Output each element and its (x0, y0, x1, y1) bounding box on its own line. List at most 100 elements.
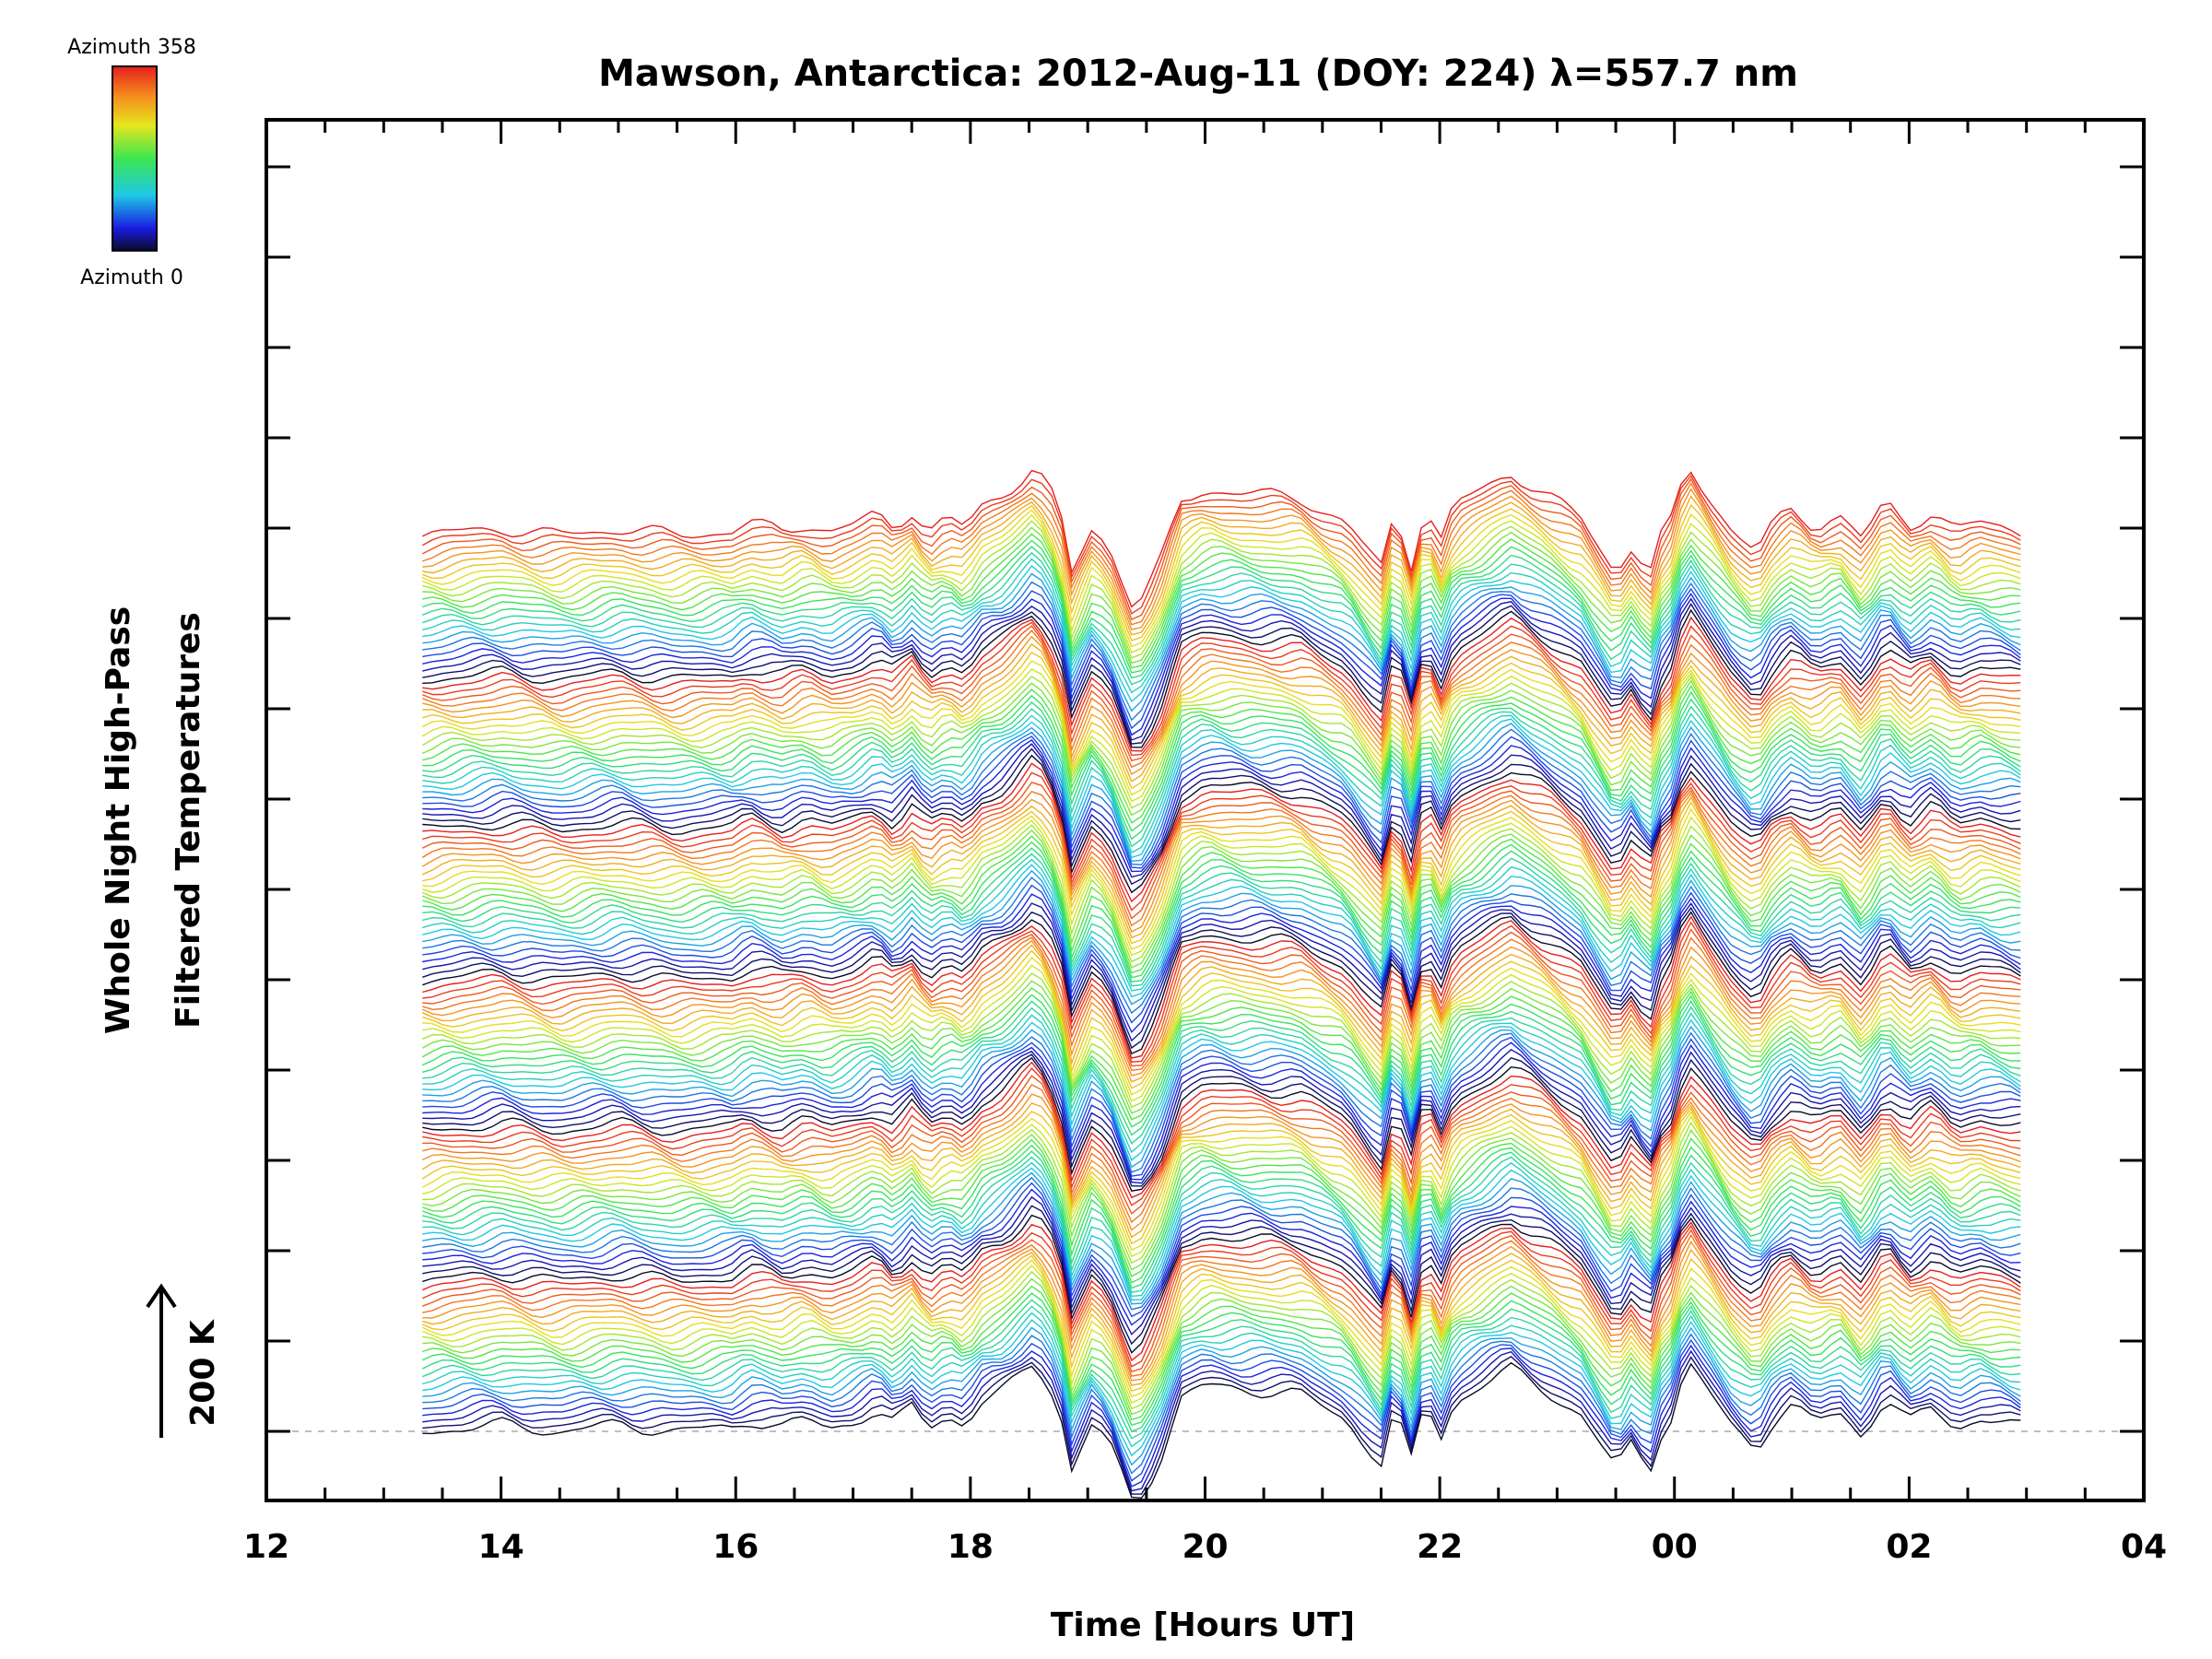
trace-azimuth-109 (422, 864, 2021, 998)
trace-azimuth-249 (421, 1111, 2021, 1252)
trace-azimuth-280 (422, 795, 2021, 939)
trace-azimuth-265 (422, 949, 2021, 1089)
trace-azimuth-249 (422, 807, 2021, 950)
trace-azimuth-78 (422, 728, 2021, 865)
trace-azimuth-93 (422, 572, 2021, 712)
trace-azimuth-156 (422, 1150, 2021, 1289)
x-tick-label: 14 (478, 1528, 524, 1566)
trace-azimuth-109 (422, 1319, 2021, 1457)
x-tick-label: 00 (1652, 1528, 1698, 1566)
trace-azimuth-109 (422, 718, 2021, 859)
trace-azimuth-218 (421, 676, 2021, 809)
trace-azimuth-342 (422, 621, 2021, 757)
trace-azimuth-311 (422, 629, 2021, 769)
trace-azimuth-109 (422, 565, 2021, 703)
trace-azimuth-78 (422, 581, 2021, 722)
scale-bar: 200 K (146, 1283, 222, 1438)
trace-azimuth-140 (422, 705, 2021, 848)
trace-azimuth-233 (422, 816, 2021, 957)
x-axis-title: Time [Hours UT] (1051, 1606, 1355, 1644)
trace-azimuth-62 (422, 1338, 2021, 1482)
trace-azimuth-47 (422, 1344, 2021, 1488)
trace-azimuth-233 (422, 1115, 2021, 1258)
trace-azimuth-358 (422, 1061, 2021, 1199)
trace-azimuth-358 (422, 762, 2021, 903)
trace-azimuth-31 (422, 902, 2021, 1042)
trace-azimuth-187 (421, 987, 2021, 1121)
colorbar-top-label: Azimuth 358 (67, 36, 196, 59)
trace-azimuth-125 (422, 1312, 2021, 1448)
scale-bar-label: 200 K (184, 1319, 222, 1427)
trace-azimuth-156 (422, 999, 2021, 1136)
trace-azimuth-16 (422, 603, 2021, 745)
trace-azimuth-140 (422, 1006, 2021, 1145)
x-tick-label: 02 (1886, 1528, 1932, 1566)
trace-azimuth-93 (422, 869, 2021, 1006)
trace-azimuth-265 (422, 503, 2021, 641)
trace-azimuth-31 (422, 1195, 2021, 1335)
trace-azimuth-93 (422, 1171, 2021, 1305)
trace-azimuth-0 (422, 1056, 2021, 1192)
trace-azimuth-171 (422, 994, 2021, 1128)
trace-azimuth-62 (422, 884, 2021, 1024)
trace-azimuth-0 (422, 911, 2021, 1055)
trace-azimuth-16 (422, 747, 2021, 886)
trace-azimuth-233 (422, 513, 2021, 653)
trace-azimuth-327 (422, 928, 2021, 1067)
trace-azimuth-109 (422, 1018, 2021, 1161)
trace-azimuth-187 (422, 1285, 2021, 1421)
trace-azimuth-0 (422, 754, 2021, 894)
trace-azimuth-140 (422, 853, 2021, 987)
trace-azimuth-16 (422, 1356, 2021, 1495)
trace-azimuth-156 (422, 546, 2021, 679)
colorbar-bottom-label: Azimuth 0 (80, 266, 183, 289)
trace-azimuth-296 (421, 792, 2021, 933)
x-tick-label: 22 (1417, 1528, 1463, 1566)
trace-azimuth-249 (422, 957, 2021, 1096)
colorbar-swatch (112, 65, 158, 252)
trace-azimuth-280 (422, 495, 2021, 636)
trace-azimuth-47 (422, 1041, 2021, 1181)
trace-azimuth-202 (422, 1277, 2021, 1416)
trace-azimuth-249 (421, 660, 2021, 796)
trace-azimuth-171 (422, 1292, 2021, 1427)
trace-azimuth-31 (422, 1048, 2021, 1184)
scale-arrow-head (146, 1283, 177, 1309)
x-tick-label: 04 (2121, 1528, 2167, 1566)
trace-azimuth-218 (422, 520, 2021, 659)
trace-azimuth-187 (422, 1137, 2021, 1277)
x-tick-label: 18 (947, 1528, 994, 1566)
trace-azimuth-327 (422, 625, 2021, 762)
trace-azimuth-342 (422, 1224, 2021, 1368)
trace-azimuth-218 (422, 824, 2021, 963)
trace-azimuth-140 (422, 551, 2021, 686)
trace-azimuth-311 (422, 481, 2021, 626)
trace-azimuth-218 (422, 1121, 2021, 1265)
trace-azimuth-16 (422, 906, 2021, 1050)
trace-azimuth-47 (422, 1188, 2021, 1326)
trace-azimuth-140 (422, 1156, 2021, 1294)
trace-azimuth-311 (421, 789, 2021, 927)
trace-azimuth-327 (422, 1075, 2021, 1215)
trace-azimuth-78 (422, 1333, 2021, 1475)
trace-azimuth-311 (422, 1233, 2021, 1377)
trace-azimuth-31 (422, 597, 2021, 741)
trace-azimuth-265 (422, 1254, 2021, 1392)
trace-azimuth-93 (422, 1025, 2021, 1169)
trace-azimuth-125 (422, 1012, 2021, 1154)
trace-azimuth-62 (422, 587, 2021, 730)
trace-azimuth-47 (422, 893, 2021, 1034)
trace-azimuth-78 (422, 1031, 2021, 1173)
trace-azimuth-265 (421, 1107, 2021, 1245)
trace-azimuth-156 (421, 1299, 2021, 1432)
trace-azimuth-296 (422, 1093, 2021, 1231)
trace-azimuth-249 (422, 509, 2021, 648)
trace-azimuth-342 (422, 771, 2021, 912)
trace-azimuth-78 (422, 1176, 2021, 1311)
trace-azimuth-296 (422, 1240, 2021, 1382)
trace-azimuth-31 (422, 1349, 2021, 1492)
trace-azimuth-47 (422, 738, 2021, 873)
trace-azimuth-47 (422, 593, 2021, 736)
y-axis-title-line-2: Filtered Temperatures (170, 612, 207, 1029)
y-axis-title: Whole Night High-Pass Filtered Temperatu… (100, 606, 207, 1034)
